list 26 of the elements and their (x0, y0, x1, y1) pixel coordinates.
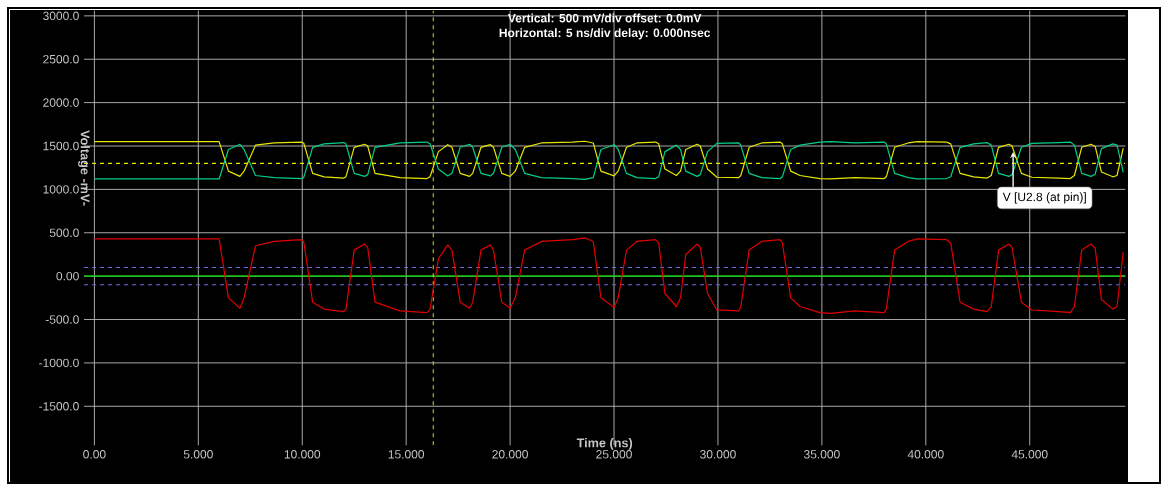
line-series (93, 237, 1124, 315)
x-tick-label: 10.000 (284, 450, 321, 459)
y-tick-label: 1000.0 (43, 185, 79, 194)
y-tick-label: 3000.0 (43, 11, 79, 21)
y-tick-label: -1000.0 (39, 358, 79, 368)
x-tick-label: 40.000 (907, 450, 944, 459)
y-tick-label: -500.0 (45, 315, 79, 324)
y-tick-label: 2000.0 (43, 98, 79, 107)
annotation: Vertical: 500 mV/div offset: 0.0mV (507, 13, 702, 23)
y-tick-label: 1500.0 (43, 141, 79, 151)
y-tick-label: 500.0 (49, 228, 79, 238)
y-tick-label: -1500.0 (39, 402, 79, 411)
x-tick-label: 35.000 (803, 450, 840, 459)
annotation: V [U2.8 (at pin)] (1002, 192, 1086, 204)
x-tick-label: 5.000 (183, 450, 213, 459)
y-tick-label: 0.00 (56, 271, 79, 281)
y-tick-label: 2500.0 (43, 54, 79, 64)
y-axis-title: Voltage -mV- (78, 130, 90, 206)
x-tick-label: 20.000 (492, 450, 528, 459)
annotation: Horizontal: 5 ns/div delay: 0.000nsec (499, 28, 711, 40)
x-tick-label: 25.000 (596, 450, 632, 459)
x-tick-label: 15.000 (388, 450, 425, 459)
x-axis-title: Time (ns) (576, 438, 633, 450)
x-tick-label: 45.000 (1011, 450, 1048, 459)
x-tick-label: 30.000 (700, 450, 736, 459)
x-tick-label: 0.00 (83, 450, 106, 459)
